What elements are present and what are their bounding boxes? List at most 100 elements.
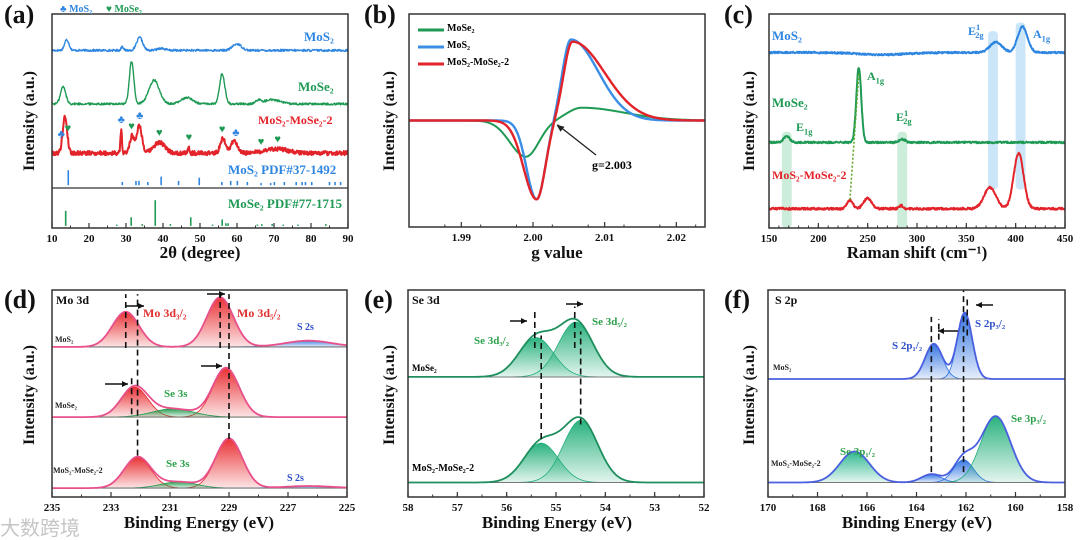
- x-tick-label: 10: [47, 233, 59, 245]
- arrow-head-icon: [577, 301, 583, 307]
- y-axis-label-d: Intensity (a.u.): [21, 344, 38, 446]
- arrow-head-icon: [556, 124, 565, 132]
- series-line: [52, 36, 348, 53]
- label-mose2: MoSe₂: [55, 401, 77, 410]
- label-a1g-mose2: A1g: [867, 69, 885, 86]
- highlight-band: [897, 131, 908, 228]
- x-tick-label: 57: [452, 502, 464, 514]
- x-axis-label-f: Binding Energy (eV): [841, 513, 993, 532]
- arrow-head-icon: [938, 328, 944, 334]
- shift-dotted-line: [849, 73, 860, 201]
- heart-marker-icon: ♥: [156, 127, 163, 139]
- label-e2g-mos2: E12g: [968, 23, 984, 41]
- x-tick-label: 168: [809, 502, 826, 514]
- panel-title-e: Se 3d: [412, 293, 440, 307]
- x-tick-label: 50: [195, 233, 207, 245]
- label-s2s: S 2s: [297, 322, 314, 333]
- label-ref-mose2: MoSe₂ PDF#77-1715: [228, 196, 343, 211]
- x-tick-label: 70: [269, 233, 281, 245]
- envelope-line: [408, 317, 704, 378]
- envelope-line: [52, 437, 347, 489]
- envelope-line: [52, 366, 347, 418]
- x-tick-label: 20: [84, 233, 96, 245]
- x-tick-label: 52: [699, 502, 711, 514]
- series-line: [409, 40, 705, 201]
- legend-mose2: MoSe₂: [447, 23, 475, 34]
- label-mo3d32: Mo 3d₃/₂: [143, 306, 187, 320]
- x-tick-label: 170: [760, 502, 777, 514]
- label-composite: MoS₂-MoSe₂-2: [412, 463, 475, 474]
- label-mose2: MoSe₂: [772, 95, 808, 110]
- y-axis-label-a: Intensity (a.u.): [21, 70, 38, 172]
- x-tick-label: 150: [761, 233, 778, 245]
- fitted-component: [408, 321, 704, 378]
- label-a1g-mos2: A1g: [1033, 27, 1051, 44]
- label-s2p32: S 2p₃/₂: [975, 318, 1006, 330]
- x-tick-label: 400: [1007, 233, 1024, 245]
- envelope-line: [768, 415, 1065, 484]
- x-tick-label: 54: [600, 502, 612, 514]
- plot-area-b: [409, 38, 705, 201]
- heart-marker-icon: ♥: [65, 123, 72, 135]
- x-axis-label-e: Binding Energy (eV): [481, 513, 633, 532]
- annotation-arrow: [557, 124, 597, 156]
- panel-letter-e: (e): [364, 285, 393, 314]
- label-composite: MoS₂-MoSe₂-2: [258, 113, 333, 127]
- x-axis-label-c: Raman shift (cm⁻¹): [846, 243, 988, 262]
- y-axis-label-f: Intensity (a.u.): [741, 344, 758, 446]
- series-line: [409, 106, 705, 158]
- arrow-head-icon: [138, 303, 144, 309]
- label-composite: MoS₂-MoSe₂-2: [53, 466, 103, 475]
- panel-letter-b: (b): [364, 0, 396, 29]
- plot-area-e: [408, 306, 704, 484]
- panel-letter-a: (a): [4, 0, 35, 29]
- label-mos2: MoS₂: [304, 29, 334, 44]
- heart-marker-icon: ♥: [274, 133, 281, 145]
- label-se3s: Se 3s: [166, 458, 190, 470]
- arrow-head-icon: [216, 363, 222, 369]
- plot-frame-b: [408, 13, 706, 228]
- highlight-band: [1015, 22, 1026, 190]
- x-tick-label: 162: [958, 502, 975, 514]
- x-tick-label: 229: [221, 502, 238, 514]
- heart-marker-icon: ♥: [219, 123, 226, 135]
- fitted-component: [768, 415, 1065, 483]
- plot-area-d: [52, 294, 347, 489]
- x-tick-label: 235: [44, 502, 61, 514]
- arrow-head-icon: [219, 291, 225, 297]
- x-axis-label-d: Binding Energy (eV): [123, 513, 275, 532]
- x-tick-label: 58: [403, 502, 415, 514]
- fitted-component: [52, 367, 347, 418]
- label-ref-mos2: MoS₂ PDF#37-1492: [228, 162, 337, 177]
- label-se3p12: Se 3p₁/₂: [840, 446, 876, 458]
- envelope-line: [52, 296, 347, 348]
- club-marker-icon: ♣: [58, 129, 65, 141]
- x-tick-label: 450: [1057, 233, 1074, 245]
- x-tick-label: 40: [158, 233, 170, 245]
- x-tick-label: 53: [649, 502, 661, 514]
- label-s2p12: S 2p₁/₂: [892, 340, 923, 352]
- x-tick-label: 55: [551, 502, 563, 514]
- panel-letter-c: (c): [724, 0, 753, 29]
- x-tick-label: 2.01: [595, 232, 614, 244]
- plot-area-c: [769, 22, 1065, 228]
- arrow-head-icon: [976, 302, 982, 308]
- x-tick-label: 300: [909, 233, 926, 245]
- highlight-band: [988, 31, 998, 190]
- label-e1g-mose2: E1g: [796, 120, 813, 137]
- heart-marker-icon: ♥: [186, 131, 193, 143]
- y-axis-label-e: Intensity (a.u.): [381, 344, 398, 446]
- series-line: [769, 151, 1065, 211]
- envelope-line: [768, 311, 1065, 380]
- heart-marker-icon: ♥: [258, 136, 265, 148]
- x-tick-label: 233: [103, 502, 120, 514]
- label-se3d52: Se 3d₅/₂: [592, 316, 628, 328]
- x-tick-label: 158: [1057, 502, 1074, 514]
- label-composite: MoS₂-MoSe₂-2: [771, 459, 821, 468]
- series-line: [769, 25, 1065, 57]
- club-marker-icon: ♣: [136, 110, 143, 122]
- x-tick-label: 250: [859, 233, 876, 245]
- watermark-logo: 大数跨境: [0, 516, 80, 540]
- panel-letter-f: (f): [724, 285, 750, 314]
